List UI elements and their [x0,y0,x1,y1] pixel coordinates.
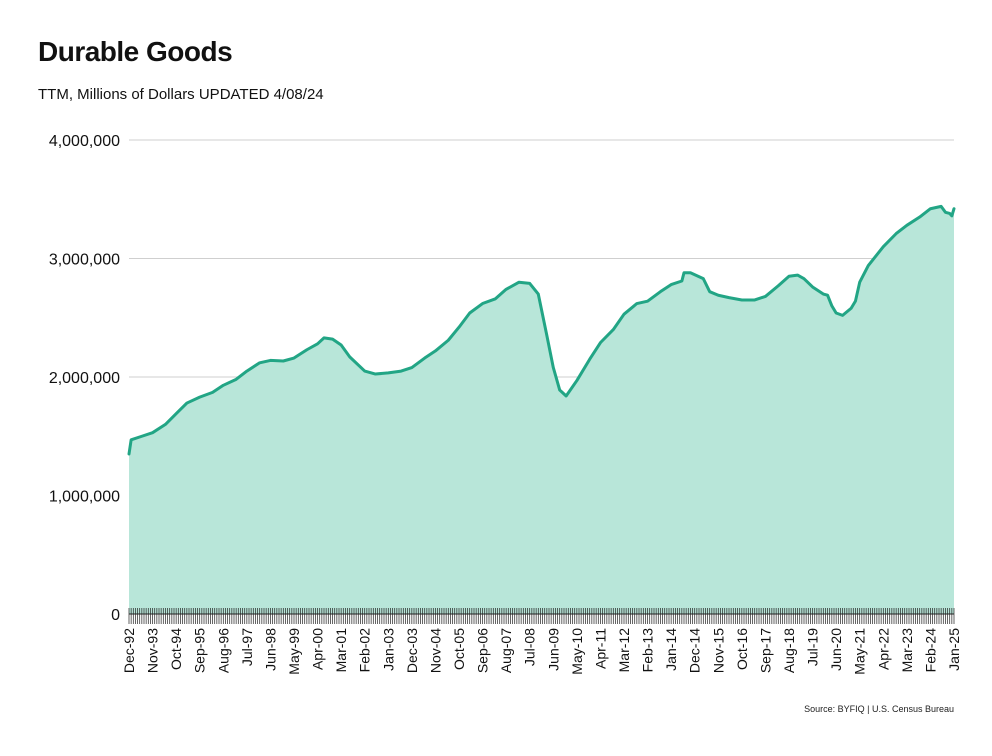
x-tick-label: Mar-23 [899,628,915,673]
x-tick-label: May-10 [569,628,585,675]
series-line [127,204,956,456]
x-tick-label: Jan-03 [380,628,396,671]
x-tick-label: Feb-24 [922,628,938,673]
x-tick-label: Sep-06 [475,628,491,673]
y-tick-label: 3,000,000 [49,252,120,269]
x-tick-label: Dec-14 [687,628,703,673]
x-axis-ticks [128,608,955,624]
x-tick-label: Jun-20 [828,628,844,671]
x-tick-label: Jun-98 [262,628,278,671]
x-tick-label: Jul-97 [239,628,255,666]
x-tick-label: Jan-14 [663,628,679,671]
series-area [129,206,954,615]
x-tick-label: Dec-03 [404,628,420,673]
x-tick-label: Mar-12 [616,628,632,673]
x-tick-label: Jul-08 [522,628,538,666]
x-tick-label: Oct-94 [168,628,184,670]
x-tick-label: Sep-17 [757,628,773,673]
x-tick-label: May-21 [852,628,868,675]
x-tick-label: Apr-22 [875,628,891,670]
x-tick-label: Nov-04 [427,628,443,673]
x-tick-label: Oct-05 [451,628,467,670]
x-tick-label: Nov-15 [710,628,726,673]
chart-subtitle: TTM, Millions of Dollars UPDATED 4/08/24 [38,86,324,103]
x-tick-label: Aug-18 [781,628,797,673]
y-tick-label: 1,000,000 [49,489,120,506]
y-tick-label: 0 [111,607,120,624]
x-tick-label: Apr-00 [310,628,326,670]
x-tick-label: Feb-13 [640,628,656,673]
x-tick-label: Dec-92 [121,628,137,673]
x-tick-label: Oct-16 [734,628,750,670]
x-tick-label: Sep-95 [192,628,208,673]
y-tick-label: 4,000,000 [49,133,120,150]
y-tick-label: 2,000,000 [49,370,120,387]
x-tick-label: May-99 [286,628,302,675]
x-tick-label: Nov-93 [145,628,161,673]
x-tick-label: Feb-02 [357,628,373,673]
x-tick-label: Mar-01 [333,628,349,673]
x-tick-label: Aug-07 [498,628,514,673]
x-tick-label: Jan-25 [946,628,962,671]
chart-title: Durable Goods [38,36,233,67]
x-tick-label: Apr-11 [592,628,608,669]
source-note: Source: BYFIQ | U.S. Census Bureau [804,704,954,714]
x-tick-label: Jul-19 [805,628,821,666]
x-tick-label: Jun-09 [545,628,561,671]
x-tick-label: Aug-96 [215,628,231,673]
